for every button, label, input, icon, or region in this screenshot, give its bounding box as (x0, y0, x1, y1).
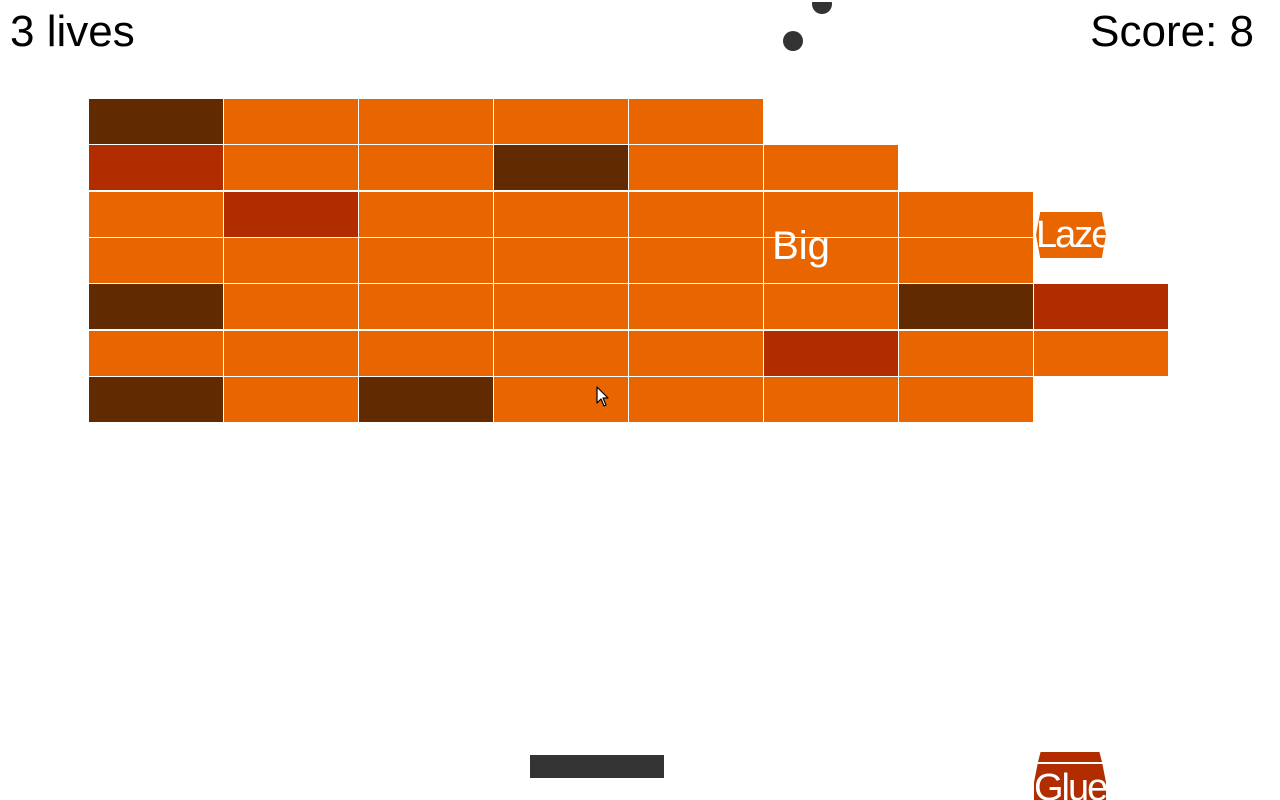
brick-orange (359, 284, 493, 329)
brick-brown (89, 99, 223, 144)
brick-orange (1034, 331, 1168, 376)
brick-orange (764, 145, 898, 190)
brick-field (89, 99, 1169, 424)
brick-red (224, 192, 358, 237)
brick-orange (494, 192, 628, 237)
brick-orange (224, 145, 358, 190)
brick-orange (359, 238, 493, 283)
powerup-lazer-label: Lazer (1036, 214, 1122, 256)
brick-brown (89, 377, 223, 422)
brick-orange (359, 192, 493, 237)
brick-orange (224, 377, 358, 422)
brick-orange (494, 284, 628, 329)
powerup-big-capsule: Big (765, 222, 837, 270)
powerup-big-label: Big (772, 224, 830, 268)
brick-orange (629, 192, 763, 237)
glue-capsule-body (1034, 764, 1106, 800)
score-counter: Score: 8 (1090, 7, 1254, 56)
brick-orange (899, 192, 1033, 237)
brick-orange (89, 238, 223, 283)
brick-brown (494, 145, 628, 190)
powerup-glue-label: Glue (1034, 767, 1108, 800)
ball (783, 31, 803, 51)
brick-orange (89, 331, 223, 376)
brick-orange (224, 331, 358, 376)
brick-orange (629, 99, 763, 144)
brick-orange (629, 331, 763, 376)
brick-orange (224, 99, 358, 144)
mouse-pointer-icon (596, 386, 609, 407)
lives-counter: 3 lives (10, 7, 135, 56)
brick-brown (89, 284, 223, 329)
brick-red (764, 331, 898, 376)
glue-capsule-cap (1038, 752, 1102, 762)
brick-orange (629, 377, 763, 422)
brick-orange (359, 145, 493, 190)
brick-orange (224, 238, 358, 283)
brick-red (89, 145, 223, 190)
powerup-lazer-capsule: Lazer (1036, 212, 1106, 258)
brick-orange (899, 238, 1033, 283)
brick-orange (764, 377, 898, 422)
brick-brown (359, 377, 493, 422)
brick-orange (764, 192, 898, 237)
paddle[interactable] (530, 755, 664, 778)
brick-orange (359, 99, 493, 144)
brick-orange (494, 377, 628, 422)
ball (812, 2, 832, 14)
brick-orange (899, 331, 1033, 376)
brick-orange (494, 99, 628, 144)
brick-orange (224, 284, 358, 329)
brick-orange (494, 238, 628, 283)
brick-orange (764, 238, 898, 283)
brick-red (1034, 284, 1168, 329)
brick-orange (629, 145, 763, 190)
brick-orange (629, 238, 763, 283)
brick-orange (899, 377, 1033, 422)
brick-orange (89, 192, 223, 237)
brick-orange (629, 284, 763, 329)
brick-orange (764, 284, 898, 329)
brick-brown (899, 284, 1033, 329)
powerup-glue-capsule: Glue (1034, 752, 1108, 800)
brick-orange (494, 331, 628, 376)
brick-orange (359, 331, 493, 376)
